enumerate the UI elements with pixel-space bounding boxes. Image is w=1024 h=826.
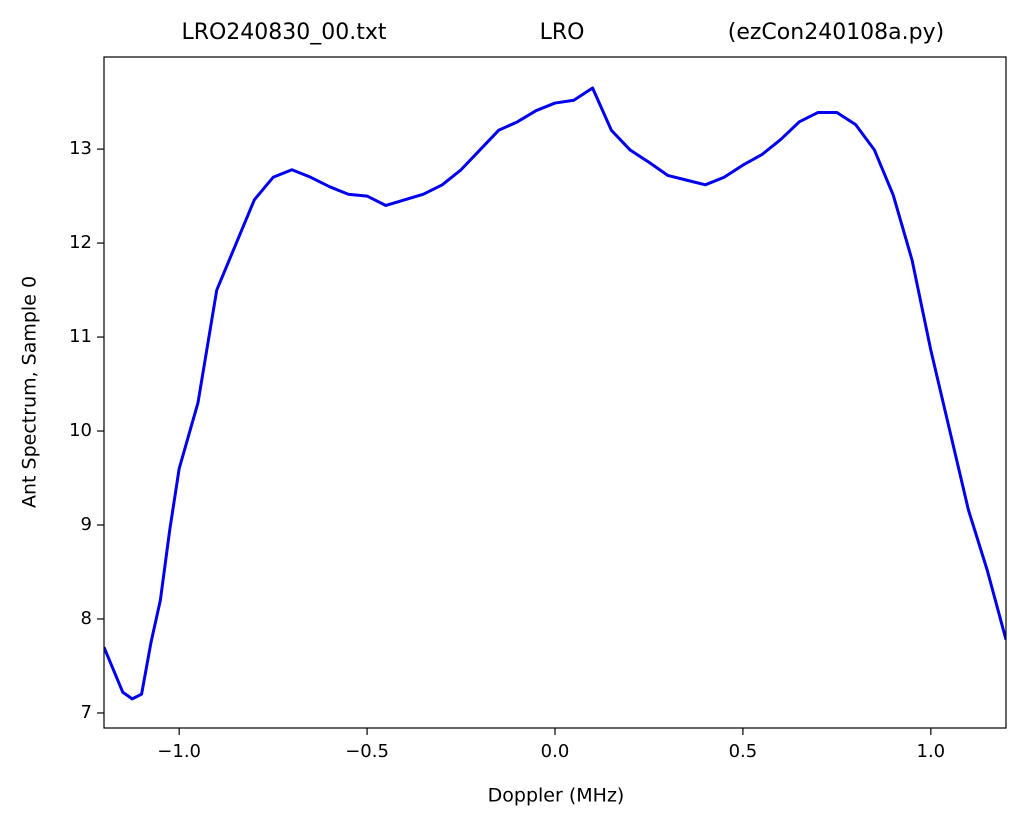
y-tick-label: 11 (69, 326, 92, 347)
plot-frame (103, 56, 1007, 729)
y-tick-label: 8 (81, 608, 92, 629)
x-tick-label: −1.0 (157, 741, 201, 762)
data-line (104, 86, 1006, 701)
x-tick-label: −0.5 (345, 741, 389, 762)
x-tick-label: 0.0 (541, 741, 570, 762)
y-tick-label: 13 (69, 138, 92, 159)
y-tick-label: 10 (69, 420, 92, 441)
y-tick-label: 12 (69, 232, 92, 253)
y-axis-label: Ant Spectrum, Sample 0 (19, 276, 41, 508)
x-axis-label: Doppler (MHz) (488, 785, 625, 807)
title-center: LRO (540, 20, 585, 45)
y-tick-label: 7 (81, 702, 92, 723)
y-tick-label: 9 (81, 514, 92, 535)
title-left: LRO240830_00.txt (181, 20, 386, 45)
x-tick-label: 0.5 (729, 741, 758, 762)
title-right: (ezCon240108a.py) (728, 20, 944, 45)
x-tick-label: 1.0 (917, 741, 946, 762)
